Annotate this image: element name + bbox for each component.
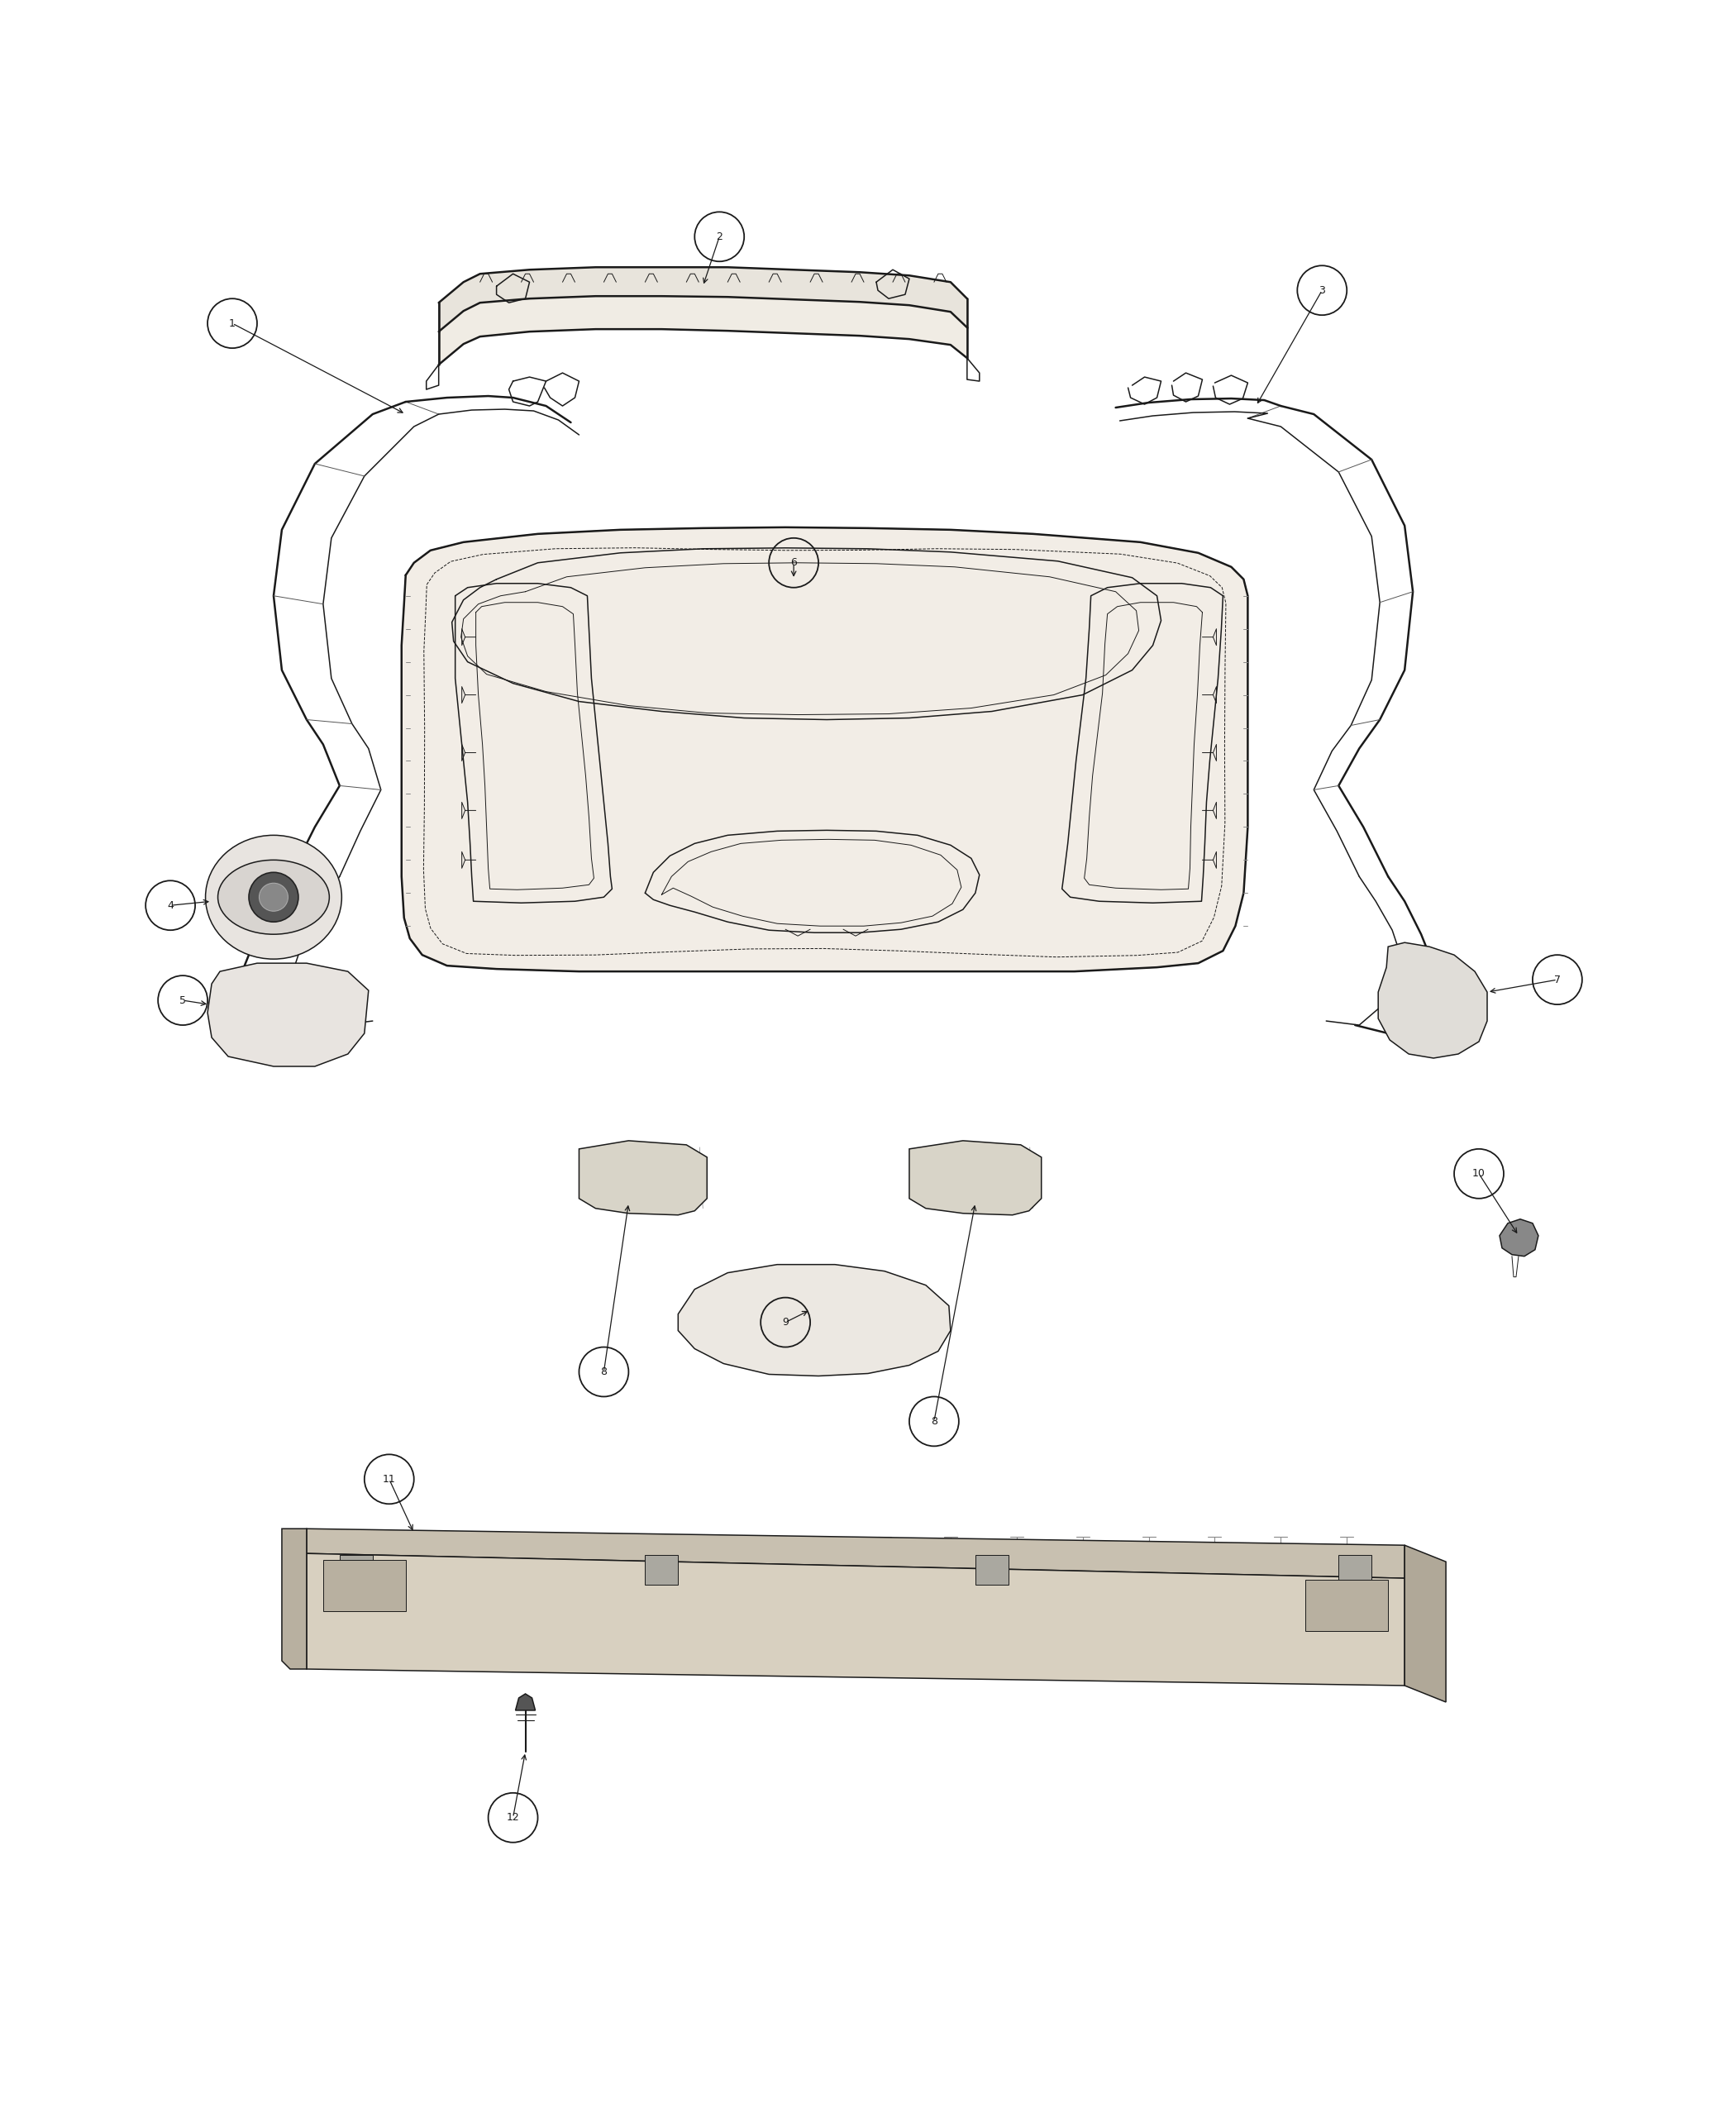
Polygon shape — [646, 1556, 679, 1585]
Polygon shape — [580, 1140, 707, 1214]
Polygon shape — [281, 1528, 307, 1670]
Text: 9: 9 — [783, 1318, 788, 1328]
Text: 2: 2 — [717, 232, 722, 242]
Polygon shape — [340, 1556, 373, 1585]
Polygon shape — [439, 268, 967, 331]
Polygon shape — [910, 1140, 1042, 1214]
Text: 5: 5 — [179, 995, 186, 1006]
Ellipse shape — [248, 873, 299, 921]
Polygon shape — [976, 1556, 1009, 1585]
Text: 8: 8 — [601, 1366, 608, 1377]
Polygon shape — [1500, 1218, 1538, 1256]
Text: 3: 3 — [1319, 285, 1325, 295]
Polygon shape — [208, 963, 368, 1067]
Polygon shape — [307, 1554, 1404, 1686]
Polygon shape — [439, 295, 967, 365]
Polygon shape — [307, 1528, 1404, 1579]
Polygon shape — [323, 1560, 406, 1611]
Polygon shape — [679, 1265, 951, 1377]
Text: 1: 1 — [229, 318, 236, 329]
Polygon shape — [401, 527, 1248, 972]
Text: 10: 10 — [1472, 1168, 1486, 1178]
Text: 4: 4 — [167, 900, 174, 911]
Text: 8: 8 — [930, 1417, 937, 1427]
Polygon shape — [1378, 942, 1488, 1058]
Text: 11: 11 — [382, 1473, 396, 1484]
Text: 7: 7 — [1554, 974, 1561, 984]
Polygon shape — [516, 1695, 535, 1710]
Polygon shape — [1305, 1579, 1389, 1632]
Ellipse shape — [217, 860, 330, 934]
Text: 6: 6 — [790, 557, 797, 569]
Polygon shape — [1338, 1556, 1371, 1585]
Text: 12: 12 — [507, 1813, 519, 1823]
Ellipse shape — [205, 835, 342, 959]
Polygon shape — [1404, 1545, 1446, 1701]
Ellipse shape — [259, 883, 288, 911]
